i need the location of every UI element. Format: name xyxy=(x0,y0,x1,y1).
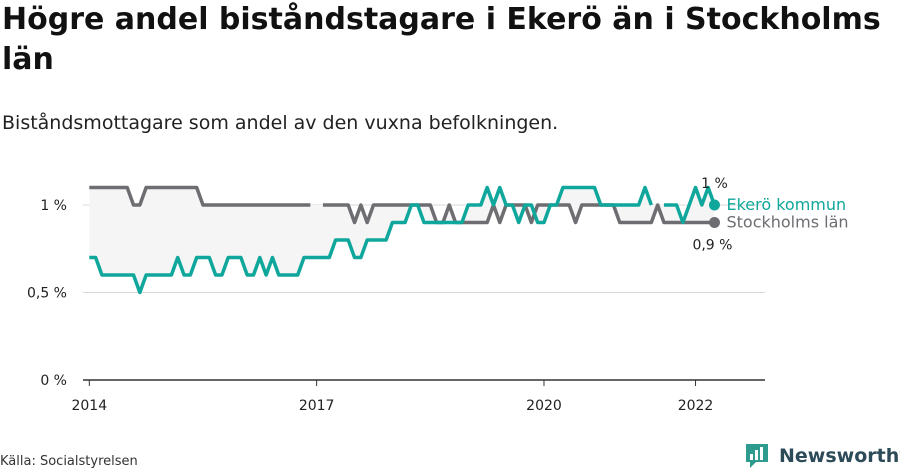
source-note: Källa: Socialstyrelsen xyxy=(0,454,138,469)
y-tick-label: 1 % xyxy=(40,198,67,214)
brand-logo[interactable]: Newsworthy xyxy=(744,441,900,471)
axes: 0 % 0,5 % 1 % 2014 2017 2020 2022 xyxy=(27,198,765,414)
end-value-label-ekero: 1 % xyxy=(701,176,728,192)
series-line-stockholm xyxy=(89,185,715,225)
end-marker-ekero xyxy=(708,199,720,211)
series-name-stockholm: Stockholms län xyxy=(726,213,848,232)
newsworthy-logo-icon xyxy=(746,444,768,468)
x-tick-label: 2020 xyxy=(526,398,562,414)
x-tick-label: 2014 xyxy=(71,398,107,414)
chart-subtitle: Biståndsmottagare som andel av den vuxna… xyxy=(2,112,559,134)
x-tick-label: 2022 xyxy=(678,398,714,414)
end-value-label-stockholm: 0,9 % xyxy=(692,238,732,254)
x-tick-label: 2017 xyxy=(299,398,335,414)
y-tick-label: 0,5 % xyxy=(27,286,67,302)
chart-title: Högre andel biståndstagare i Ekerö än i … xyxy=(2,2,881,77)
series-name-ekero: Ekerö kommun xyxy=(726,195,846,214)
series-lines xyxy=(89,185,717,295)
end-marker-stockholm xyxy=(708,217,720,228)
y-tick-label: 0 % xyxy=(40,373,67,389)
series-line-ekero xyxy=(89,185,717,295)
brand-name: Newsworthy xyxy=(779,445,900,467)
